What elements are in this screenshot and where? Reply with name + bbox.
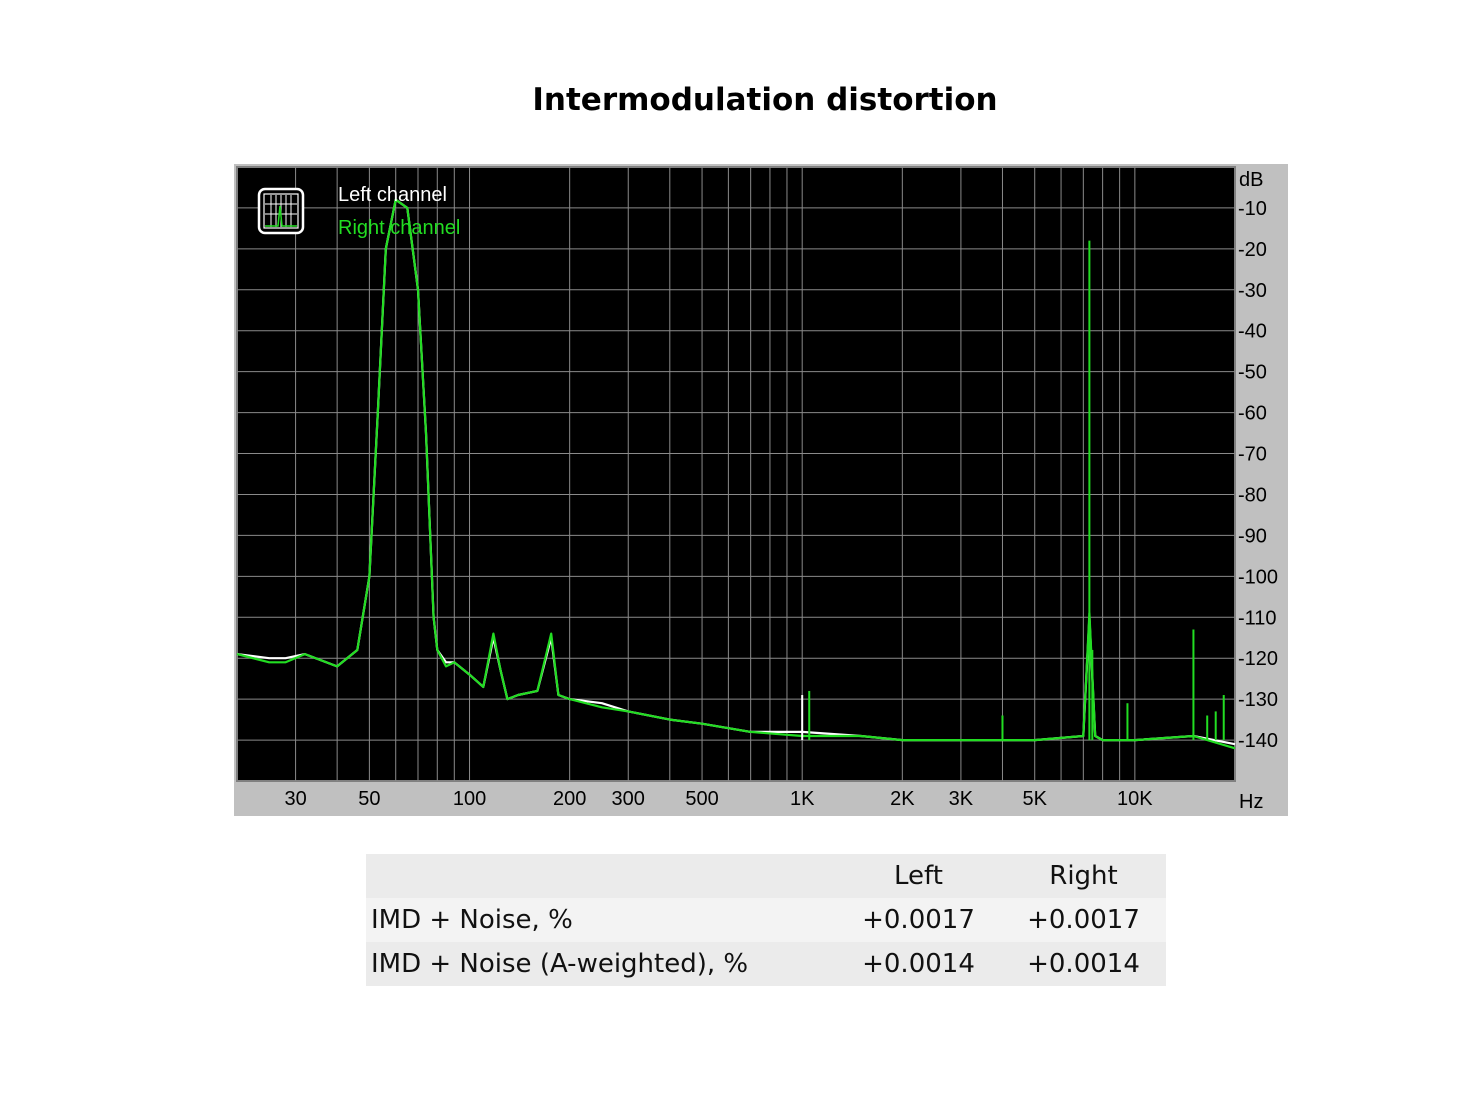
row-label: IMD + Noise, % (371, 905, 573, 935)
y-tick-label: -10 (1238, 198, 1267, 220)
y-tick-label: -40 (1238, 321, 1267, 343)
x-tick-label: 300 (612, 788, 645, 810)
page-title: Intermodulation distortion (532, 82, 998, 118)
table-header-blank (366, 854, 836, 898)
spectrum-chart: dB -10 -20 -30 -40 -50 -60 -70 -80 -90 -100 -110 -12… (234, 164, 1288, 816)
results-table: Left Right IMD + Noise, % +0.0017 +0.001… (366, 854, 1166, 986)
y-tick-label: -20 (1238, 239, 1267, 261)
row-right-value: +0.0017 (1027, 905, 1140, 935)
x-tick-label: 5K (1022, 788, 1047, 810)
y-tick-label: -140 (1238, 730, 1278, 752)
chart-canvas: dB -10 -20 -30 -40 -50 -60 -70 -80 -90 -100 -110 -12… (236, 166, 1278, 813)
grid-lines (237, 167, 1235, 781)
axis-labels: dB -10 -20 -30 -40 -50 -60 -70 -80 -90 -100 -110 -12… (284, 169, 1278, 813)
x-tick-label: 50 (358, 788, 380, 810)
y-tick-label: -130 (1238, 689, 1278, 711)
x-tick-label: 3K (949, 788, 974, 810)
x-axis-unit-label: Hz (1239, 791, 1263, 813)
row-label: IMD + Noise (A-weighted), % (371, 949, 749, 979)
x-tick-label: 1K (790, 788, 815, 810)
row-right-value: +0.0014 (1027, 949, 1140, 979)
x-tick-label: 200 (553, 788, 586, 810)
table-header-row: Left Right (366, 854, 1166, 898)
y-tick-label: -30 (1238, 280, 1267, 302)
y-tick-label: -100 (1238, 566, 1278, 588)
legend: Left channel Right channel (257, 184, 460, 239)
series-line-right-channel (236, 198, 1236, 750)
spectrum-icon (257, 187, 305, 235)
x-tick-label: 10K (1117, 788, 1153, 810)
x-tick-label: 500 (685, 788, 718, 810)
y-tick-label: -110 (1238, 607, 1277, 629)
y-tick-label: -50 (1238, 362, 1267, 384)
plot-area (236, 166, 1236, 782)
table-row: IMD + Noise (A-weighted), % +0.0014 +0.0… (366, 942, 1166, 986)
table-header-left: Left (894, 861, 943, 891)
x-tick-label: 100 (453, 788, 486, 810)
legend-entry: Right channel (338, 217, 460, 239)
row-left-value: +0.0017 (862, 905, 975, 935)
y-tick-label: -120 (1238, 648, 1278, 670)
row-left-value: +0.0014 (862, 949, 975, 979)
y-tick-label: -70 (1238, 444, 1267, 466)
table-header-right: Right (1049, 861, 1118, 891)
x-tick-label: 30 (284, 788, 306, 810)
y-tick-label: -60 (1238, 403, 1267, 425)
y-tick-label: -90 (1238, 525, 1267, 547)
series-lines (236, 198, 1236, 750)
y-axis-unit-label: dB (1239, 169, 1263, 191)
y-tick-label: -80 (1238, 484, 1267, 506)
x-tick-label: 2K (890, 788, 915, 810)
table-row: IMD + Noise, % +0.0017 +0.0017 (366, 898, 1166, 942)
legend-entry: Left channel (338, 184, 447, 206)
